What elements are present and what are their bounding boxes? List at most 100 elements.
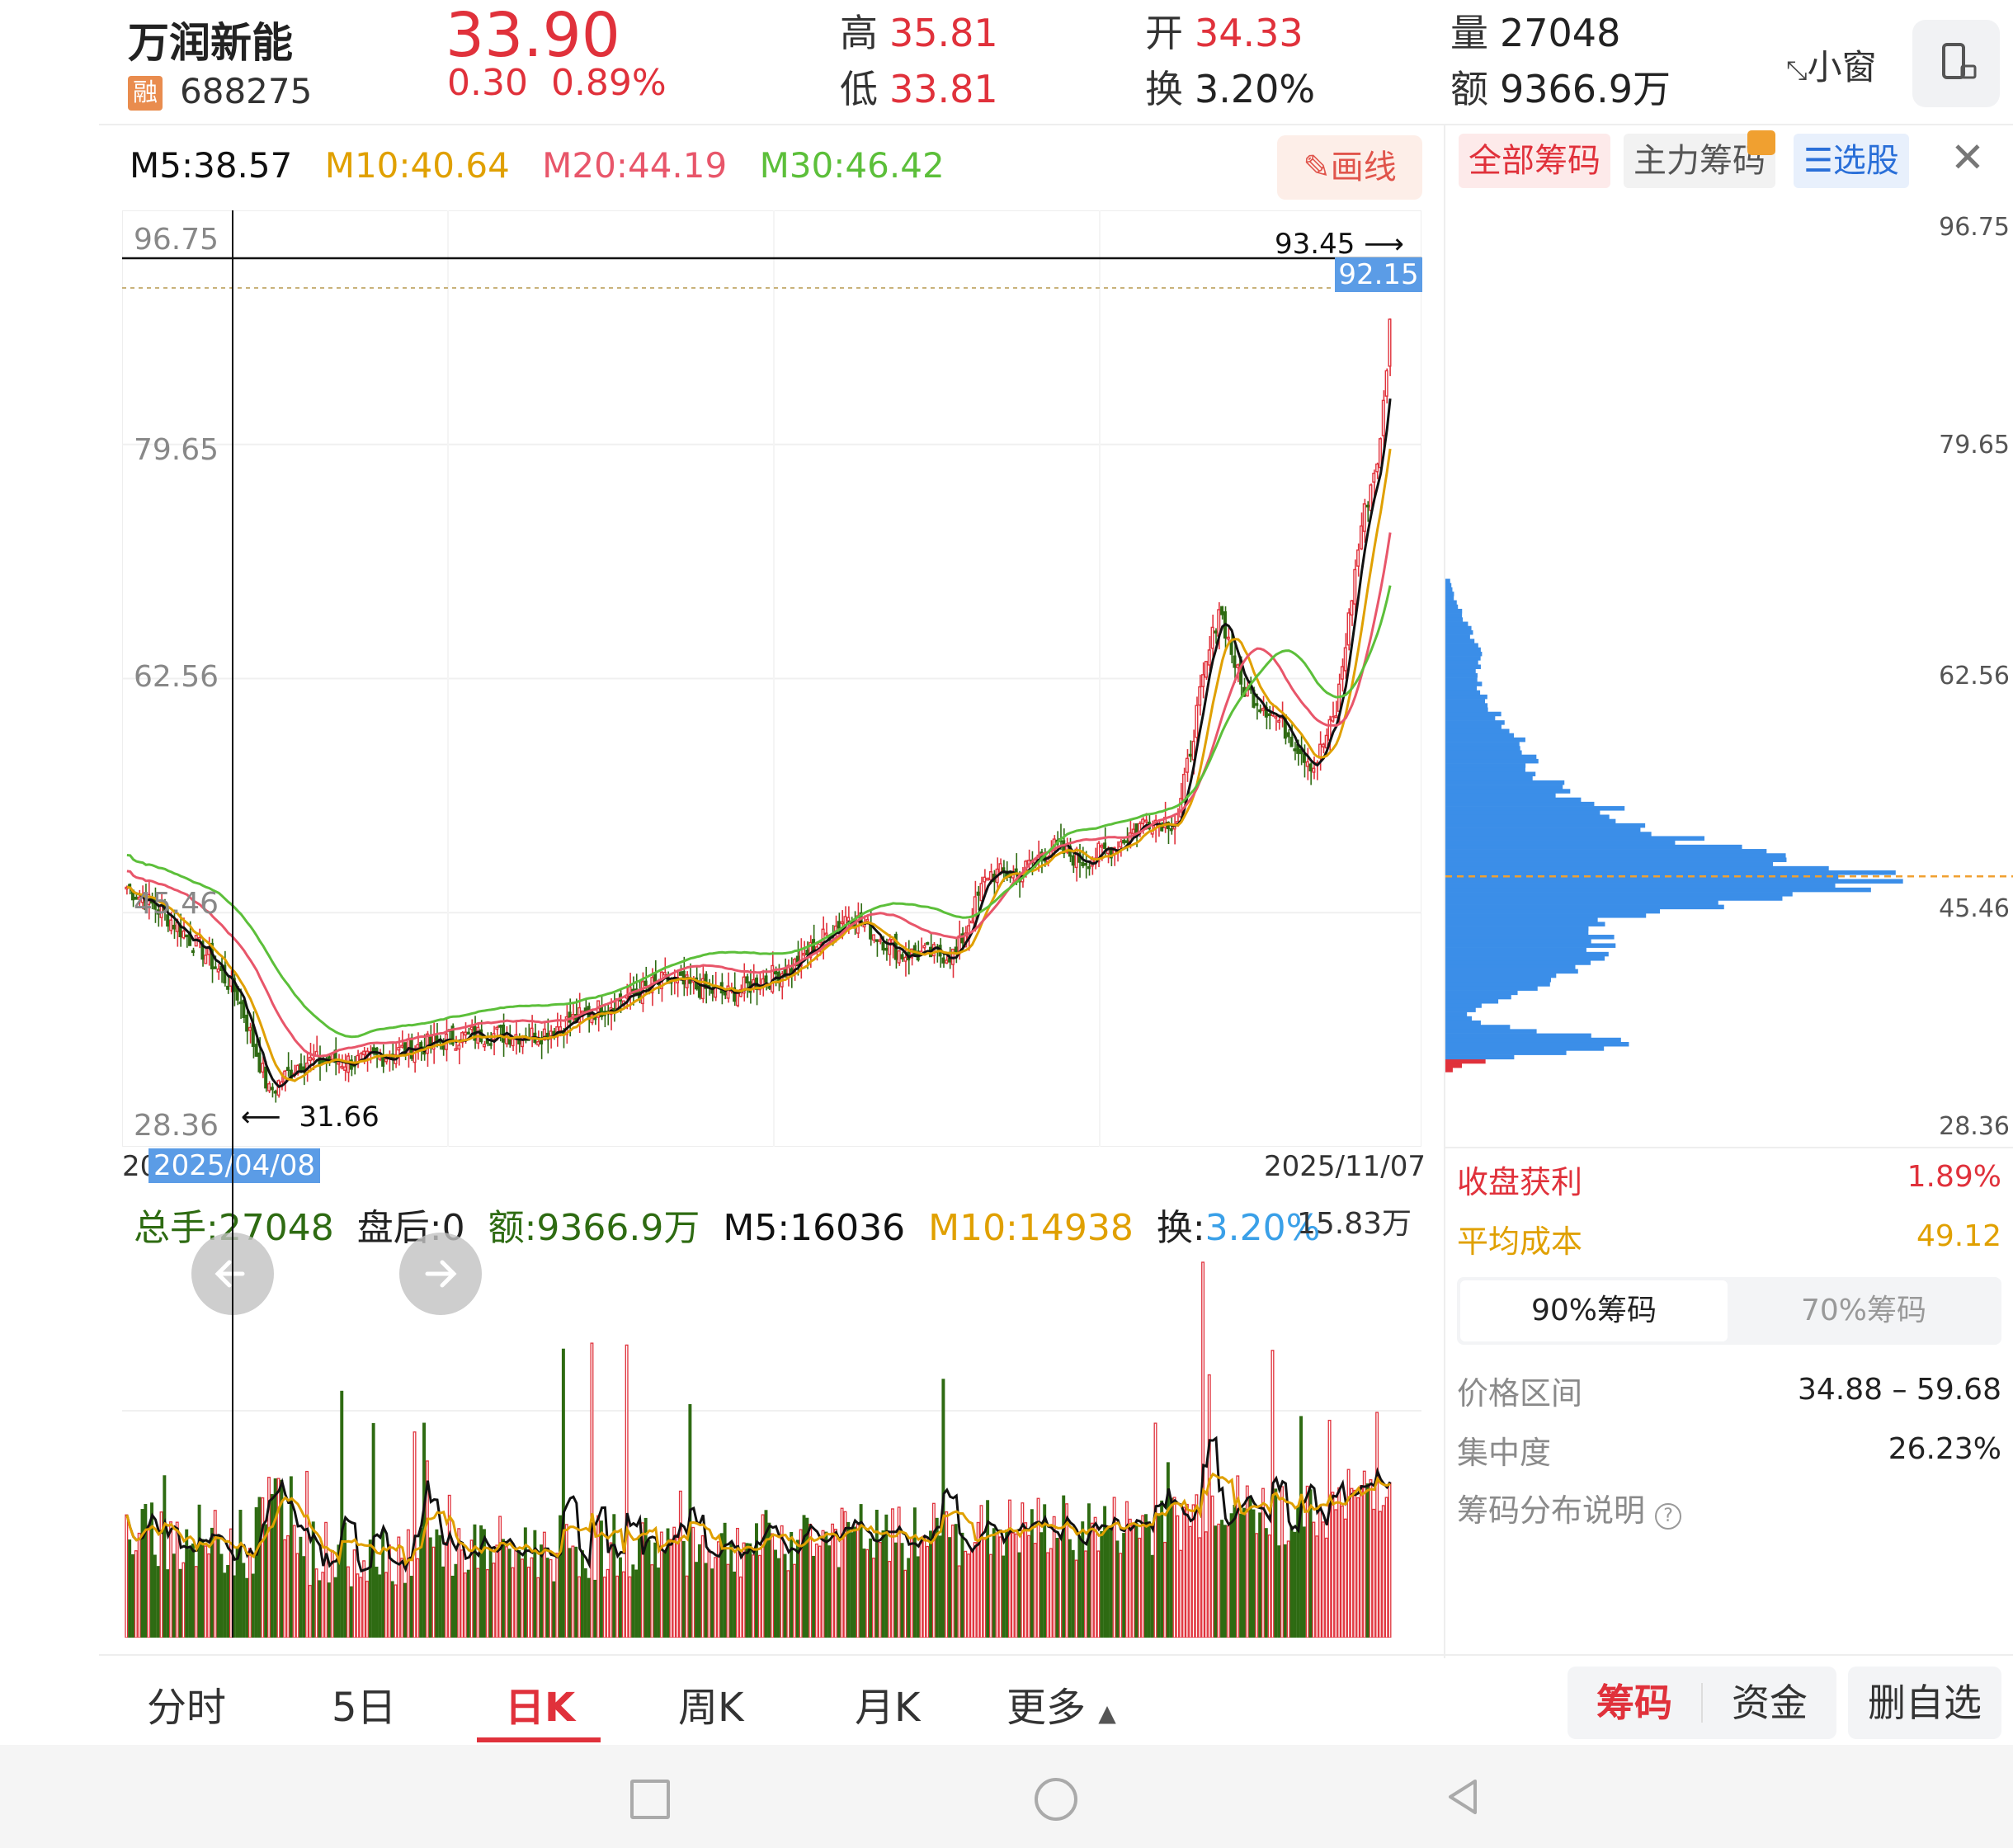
volume-bar (1379, 1511, 1382, 1638)
volume-bar (1274, 1488, 1278, 1638)
tab-all-chips[interactable]: 全部筹码 (1459, 134, 1610, 188)
chip-bar (1445, 870, 1896, 875)
chip-bar (1445, 1068, 1453, 1072)
kline-candle (321, 1058, 325, 1063)
tab-more[interactable]: 更多 ▲ (1006, 1675, 1116, 1732)
volume-bar (540, 1544, 543, 1638)
kline-candle (1103, 842, 1107, 850)
rotate-screen-button[interactable] (1912, 20, 2000, 107)
volume-bar (1172, 1497, 1176, 1638)
kline-candle (308, 1056, 312, 1062)
recent-apps-icon[interactable] (630, 1780, 670, 1819)
kline-candle (662, 972, 667, 976)
kline-candle (874, 939, 879, 942)
kline-candle (808, 941, 813, 959)
kline-candle (700, 978, 705, 1000)
chip-bar (1445, 836, 1705, 841)
low-stat: 低 33.81 (840, 59, 998, 114)
volume-bar (185, 1529, 189, 1638)
seg-90-chips[interactable]: 90%筹码 (1460, 1280, 1728, 1341)
volume-bar (308, 1585, 312, 1638)
chip-bar (1445, 746, 1520, 751)
chip-bar (1445, 849, 1767, 854)
seg-70-chips[interactable]: 70%筹码 (1800, 1294, 1927, 1327)
chip-bar (1445, 861, 1774, 867)
chip-bar (1445, 960, 1591, 965)
kline-candle (1353, 568, 1357, 605)
volume-bar (207, 1553, 211, 1638)
tab-main-chips[interactable]: 主力筹码 (1624, 134, 1775, 188)
chip-bar (1445, 587, 1453, 592)
volume-bar (356, 1573, 360, 1638)
volume-bar (1188, 1525, 1192, 1638)
chip-bar (1445, 737, 1525, 742)
chip-bar (1445, 900, 1718, 905)
tab-weekly-k[interactable]: 周K (678, 1685, 744, 1731)
volume-bar (1021, 1502, 1025, 1638)
remove-watchlist-button[interactable]: 删自选 (1848, 1666, 2001, 1739)
volume-bar (874, 1509, 879, 1638)
kline-candle (549, 1030, 553, 1037)
tab-intraday[interactable]: 分时 (147, 1685, 227, 1731)
volume-bar (1150, 1554, 1154, 1638)
kline-candle (1191, 740, 1195, 761)
back-icon[interactable] (1442, 1776, 1483, 1817)
volume-bar (1005, 1529, 1009, 1638)
chip-bar (1445, 840, 1676, 846)
low-value: 33.81 (889, 67, 998, 111)
tab-monthly-k[interactable]: 月K (855, 1685, 921, 1731)
lock-badge-icon (1747, 130, 1775, 155)
chip-bar (1445, 956, 1605, 961)
tab-daily-k[interactable]: 日K (505, 1685, 576, 1731)
tab-stock-picker[interactable]: ☰选股 (1794, 134, 1909, 188)
left-arrow-icon (214, 1260, 245, 1288)
volume-bar (495, 1544, 499, 1638)
volume-bar (672, 1526, 676, 1638)
chip-bar (1445, 793, 1556, 798)
volume-bar (922, 1534, 926, 1638)
close-icon[interactable]: ✕ (1950, 134, 1985, 182)
chip-bar (1445, 771, 1536, 777)
volume-bar (948, 1537, 952, 1638)
small-window-button[interactable]: ⤡小窗 (1786, 40, 1877, 90)
kline-candle (1308, 763, 1313, 772)
volume-bar (150, 1502, 153, 1638)
kline-candle (1084, 863, 1088, 866)
kline-candle (644, 980, 648, 987)
kline-candle (1087, 865, 1091, 870)
kline-candle (1350, 600, 1354, 616)
volume-bar (907, 1558, 911, 1638)
kline-chart[interactable] (122, 210, 1421, 1147)
volume-bar (960, 1532, 964, 1638)
kline-candle (197, 937, 201, 940)
volume-bar (719, 1533, 724, 1638)
chip-bar (1445, 699, 1486, 704)
scroll-right-button[interactable] (399, 1233, 482, 1315)
funds-button[interactable]: 资金 (1732, 1681, 1808, 1725)
ma10-label: M10:40.64 (324, 145, 510, 186)
chips-button[interactable]: 筹码 (1596, 1681, 1672, 1725)
volume-bar (435, 1529, 439, 1638)
volume-bar (869, 1538, 873, 1638)
volume-turnover-label: 换: (1156, 1207, 1205, 1249)
kline-candle (460, 1032, 464, 1044)
volume-bar (599, 1520, 603, 1638)
volume-bar (912, 1507, 917, 1638)
volume-bar (182, 1562, 186, 1638)
chip-bar (1445, 582, 1452, 588)
home-icon[interactable] (1035, 1778, 1077, 1821)
volume-chart (122, 1261, 1421, 1638)
chip-bar (1445, 758, 1539, 764)
chip-ytick-0: 96.75 (1939, 213, 2010, 242)
volume-bar (1074, 1559, 1078, 1638)
volume-bar (802, 1515, 806, 1638)
kline-candle (802, 952, 806, 956)
volume-bar (872, 1558, 875, 1638)
chip-bar (1445, 629, 1473, 635)
kline-candle (507, 1038, 512, 1045)
kline-ytick-2: 62.56 (134, 660, 219, 694)
draw-line-button[interactable]: ✎画线 (1277, 135, 1422, 200)
kline-candle (1362, 503, 1366, 532)
tab-5day[interactable]: 5日 (332, 1685, 397, 1731)
chip-explain-link[interactable]: 筹码分布说明 ? (1457, 1485, 1682, 1530)
